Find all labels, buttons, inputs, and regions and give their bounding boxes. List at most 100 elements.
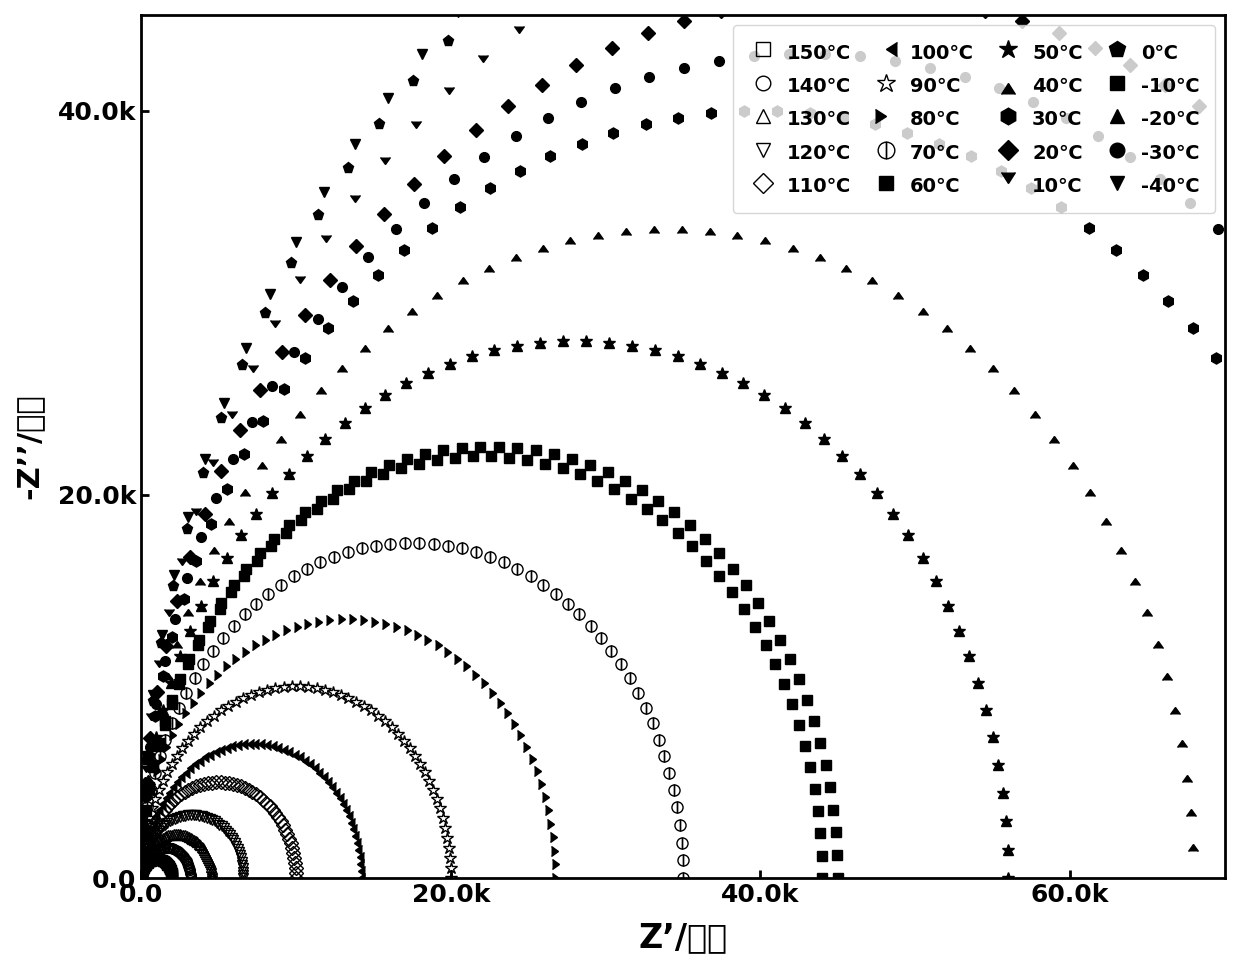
- 10°C: [151, 662, 166, 673]
- Legend: 150℃, 140℃, 130℃, 120℃, 110℃, 100℃, 90℃, 80℃, 70℃, 60℃, 50℃, 40℃, 30℃, 20℃, 10℃,: 150℃, 140℃, 130℃, 120℃, 110℃, 100℃, 90℃,…: [733, 25, 1215, 213]
- 30°C: [868, 118, 883, 130]
- -30°C: [417, 198, 432, 209]
- 140°C: [159, 842, 174, 854]
- Line: 80°C: 80°C: [136, 614, 564, 883]
- 30°C: [770, 106, 785, 117]
- 20°C: [469, 124, 484, 136]
- 10°C: [377, 158, 392, 170]
- -30°C: [446, 173, 461, 185]
- 120°C: [236, 872, 250, 884]
- 70°C: [548, 588, 563, 600]
- 60°C: [697, 533, 712, 545]
- 30°C: [574, 138, 589, 149]
- 30°C: [606, 127, 621, 139]
- 30°C: [963, 150, 978, 162]
- 140°C: [148, 845, 162, 857]
- 30°C: [1081, 222, 1096, 234]
- -20°C: [1001, 872, 1016, 884]
- 90°C: [422, 775, 436, 787]
- 20°C: [170, 595, 185, 607]
- 30°C: [453, 202, 467, 213]
- 40°C: [940, 320, 955, 331]
- 30°C: [188, 555, 203, 567]
- Line: 140°C: 140°C: [136, 843, 196, 883]
- -30°C: [574, 97, 589, 109]
- 30°C: [737, 106, 751, 117]
- -40°C: [145, 689, 160, 701]
- Line: 60°C: 60°C: [136, 442, 843, 883]
- 30°C: [703, 108, 718, 119]
- 40°C: [1114, 542, 1128, 553]
- 90°C: [444, 872, 459, 884]
- -30°C: [388, 224, 403, 235]
- -10°C: [325, 493, 340, 505]
- 20°C: [215, 465, 229, 477]
- -30°C: [135, 828, 150, 840]
- 60°C: [667, 507, 682, 518]
- 80°C: [134, 872, 149, 884]
- 110°C: [134, 872, 149, 884]
- -30°C: [193, 532, 208, 544]
- 0°C: [440, 35, 455, 47]
- Line: 20°C: 20°C: [136, 0, 1203, 883]
- 20°C: [407, 178, 422, 190]
- 30°C: [134, 872, 149, 884]
- 0°C: [311, 209, 326, 221]
- -30°C: [888, 55, 903, 67]
- 10°C: [246, 366, 260, 378]
- 30°C: [836, 111, 851, 123]
- 150°C: [160, 859, 175, 870]
- Line: 40°C: 40°C: [136, 221, 1199, 883]
- 50°C: [835, 450, 849, 461]
- 40°C: [1187, 872, 1202, 884]
- Line: 110°C: 110°C: [136, 777, 301, 883]
- -30°C: [244, 417, 259, 428]
- 20°C: [253, 385, 268, 396]
- 10°C: [293, 277, 308, 289]
- 30°C: [148, 710, 162, 722]
- 80°C: [252, 640, 267, 651]
- Line: 70°C: 70°C: [135, 537, 688, 884]
- 140°C: [180, 857, 195, 868]
- 30°C: [512, 166, 527, 177]
- -40°C: [217, 397, 232, 409]
- 80°C: [444, 646, 459, 658]
- 10°C: [549, 0, 564, 12]
- Line: 90°C: 90°C: [135, 680, 458, 885]
- 80°C: [454, 653, 469, 665]
- 50°C: [1001, 872, 1016, 884]
- 30°C: [397, 244, 412, 256]
- -30°C: [1025, 97, 1040, 109]
- 150°C: [162, 862, 177, 874]
- Line: -30°C: -30°C: [136, 48, 1223, 883]
- 70°C: [412, 537, 427, 548]
- 80°C: [523, 741, 538, 753]
- 30°C: [237, 449, 252, 460]
- 100°C: [300, 759, 315, 770]
- Line: 0°C: 0°C: [135, 0, 1211, 884]
- 90°C: [221, 700, 236, 711]
- 20°C: [501, 101, 516, 112]
- 20°C: [940, 0, 955, 10]
- 60°C: [491, 441, 506, 453]
- 100°C: [309, 766, 324, 778]
- 20°C: [143, 732, 157, 743]
- 130°C: [154, 832, 169, 844]
- Line: 120°C: 120°C: [136, 810, 248, 883]
- 70°C: [594, 632, 609, 643]
- 20°C: [1192, 101, 1207, 112]
- 0°C: [341, 162, 356, 173]
- 20°C: [322, 274, 337, 286]
- 30°C: [639, 118, 653, 130]
- 20°C: [640, 27, 655, 39]
- -10°C: [655, 515, 670, 526]
- -30°C: [608, 82, 622, 94]
- 30°C: [1185, 323, 1200, 334]
- 150°C: [134, 872, 149, 884]
- -40°C: [347, 138, 362, 149]
- -30°C: [134, 872, 149, 884]
- -30°C: [1091, 131, 1106, 142]
- -30°C: [143, 741, 157, 753]
- -40°C: [197, 453, 212, 465]
- 10°C: [347, 196, 362, 207]
